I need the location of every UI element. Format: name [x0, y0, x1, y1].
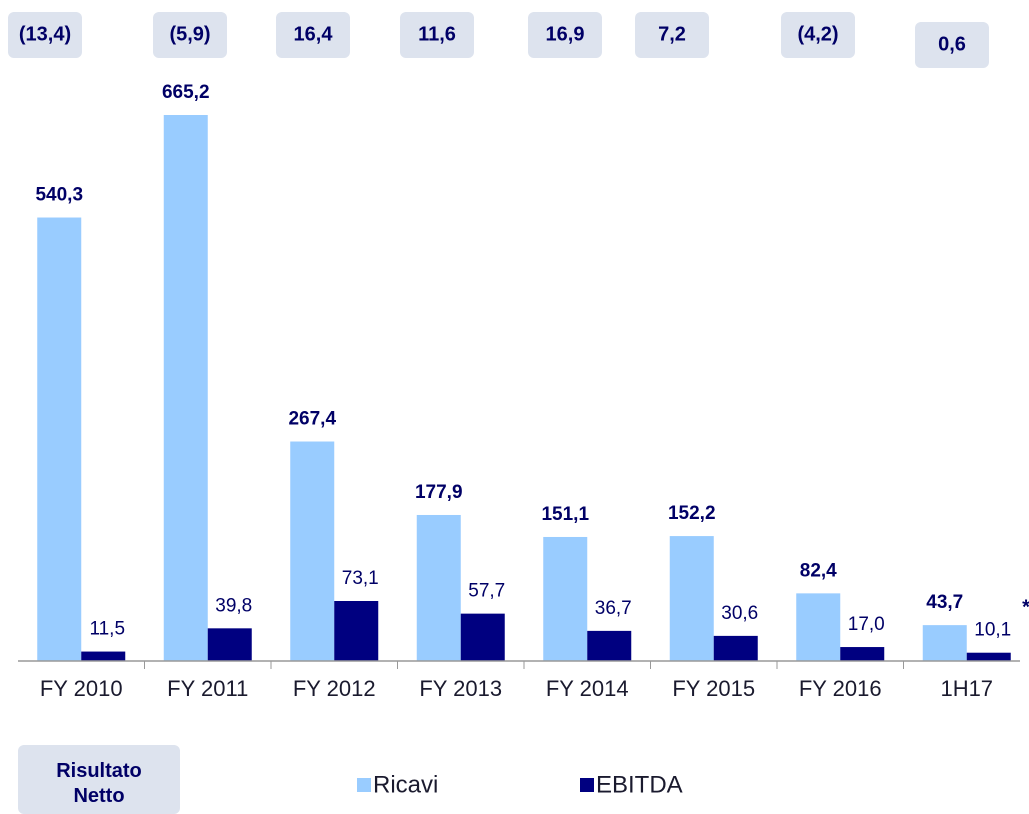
net-result-box	[8, 12, 82, 58]
data-label: 10,1	[974, 620, 1011, 641]
net-result-box	[400, 12, 474, 58]
net-result-box	[915, 22, 989, 68]
bar	[669, 536, 714, 661]
data-label: 82,4	[800, 560, 837, 581]
data-label: 43,7	[926, 592, 963, 613]
data-label: 267,4	[288, 409, 336, 430]
net-result-value: 0,6	[938, 33, 966, 55]
x-tick-label: FY 2015	[672, 676, 755, 701]
data-label: 540,3	[35, 185, 83, 206]
bar	[290, 441, 335, 661]
net-result-box	[276, 12, 350, 58]
x-tick-label: FY 2010	[40, 676, 123, 701]
net-result-label-line: Risultato	[56, 760, 142, 782]
bar	[796, 593, 841, 661]
annotation: *	[1022, 596, 1029, 618]
data-label: 36,7	[595, 598, 632, 619]
net-result-value: (13,4)	[19, 23, 71, 45]
data-label: 57,7	[468, 581, 505, 602]
x-tick-label: FY 2011	[167, 676, 248, 701]
bar	[587, 630, 632, 661]
data-label: 177,9	[415, 482, 463, 503]
net-result-box	[18, 745, 180, 814]
data-label: 17,0	[848, 614, 885, 635]
x-tick-label: FY 2014	[546, 676, 629, 701]
net-result-box	[528, 12, 602, 58]
data-label: 152,2	[668, 503, 716, 524]
net-result-value: 16,4	[294, 23, 334, 45]
data-label: 665,2	[162, 82, 210, 103]
bar	[460, 613, 505, 661]
x-tick-label: 1H17	[940, 676, 993, 701]
legend-swatch	[357, 778, 371, 792]
net-result-value: 16,9	[546, 23, 585, 45]
net-result-box	[153, 12, 227, 58]
data-label: 30,6	[721, 603, 758, 624]
legend-swatch	[580, 778, 594, 792]
bar	[37, 217, 82, 661]
net-result-value: (4,2)	[797, 23, 838, 45]
x-tick-label: FY 2013	[419, 676, 502, 701]
bar	[416, 514, 461, 661]
bar	[81, 651, 126, 661]
bar	[713, 635, 758, 661]
net-result-value: (5,9)	[169, 23, 210, 45]
net-result-label: Risultato Netto	[56, 760, 142, 807]
bar	[543, 536, 588, 661]
net-result-label-line: Netto	[73, 785, 124, 807]
net-result-value: 7,2	[658, 23, 686, 45]
data-label: 11,5	[89, 619, 125, 640]
net-result-box	[781, 12, 855, 58]
bar	[334, 600, 379, 661]
net-result-value: 11,6	[418, 23, 456, 45]
x-tick-label: FY 2016	[799, 676, 882, 701]
bar	[966, 652, 1011, 661]
bar	[922, 625, 967, 661]
bar	[163, 115, 208, 661]
data-label: 39,8	[215, 595, 252, 616]
data-label: 151,1	[541, 504, 589, 525]
net-result-box	[635, 12, 709, 58]
x-tick-label: FY 2012	[293, 676, 376, 701]
legend-label: EBITDA	[596, 771, 683, 798]
bar	[207, 628, 252, 661]
bar	[840, 647, 885, 661]
legend-label: Ricavi	[373, 771, 438, 798]
data-label: 73,1	[342, 568, 379, 589]
